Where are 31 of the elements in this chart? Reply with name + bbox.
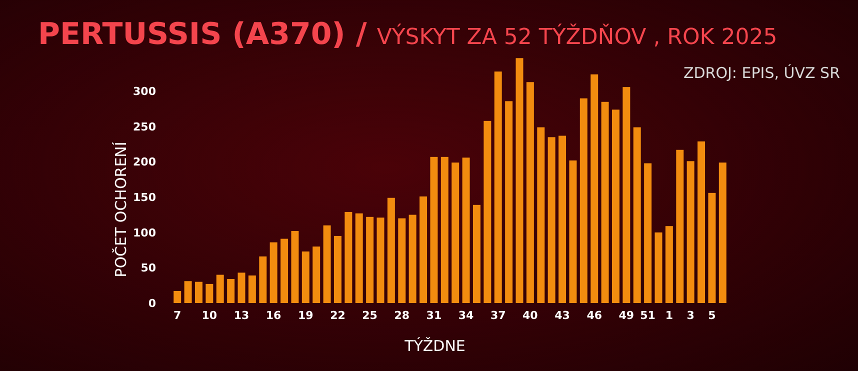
x-tick-label: 34	[458, 309, 474, 322]
y-tick-label: 200	[133, 156, 156, 169]
x-tick-label: 49	[618, 309, 634, 322]
x-tick-label: 25	[362, 309, 378, 322]
chart-subtitle: VÝSKYT ZA 52 TÝŽDŇOV , ROK 2025	[376, 23, 778, 50]
x-tick-label: 19	[298, 309, 314, 322]
annotation: ZDROJ: EPIS, ÚVZ SR	[683, 64, 840, 82]
x-tick-label: 31	[426, 309, 442, 322]
x-tick-label: 28	[394, 309, 410, 322]
y-tick-label: 150	[133, 190, 156, 204]
x-tick-label: 51	[640, 309, 656, 322]
x-tick-label: 5	[708, 309, 716, 322]
x-tick-label: 1	[665, 309, 674, 322]
x-tick-label: 37	[490, 309, 506, 322]
y-tick-label: 250	[133, 120, 156, 134]
y-tick-label: 0	[148, 296, 156, 310]
x-tick-label: 7	[174, 309, 182, 322]
x-tick-label: 13	[234, 309, 250, 322]
x-tick-label: 43	[554, 309, 570, 322]
x-tick-label: 46	[586, 309, 602, 322]
y-axis-title: POČET OCHORENÍ	[112, 142, 130, 278]
y-tick-label: 100	[133, 226, 156, 240]
x-tick-label: 10	[202, 309, 218, 322]
y-tick-label: 300	[133, 85, 156, 98]
x-tick-label: 40	[522, 309, 538, 322]
x-tick-label: 16	[266, 309, 282, 322]
x-axis-title: TÝŽDNE	[404, 337, 466, 355]
x-tick-label: 3	[686, 309, 694, 322]
y-tick-label: 50	[140, 262, 156, 275]
x-tick-label: 22	[330, 309, 346, 322]
chart-title: PERTUSSIS (A370) /	[38, 17, 367, 52]
